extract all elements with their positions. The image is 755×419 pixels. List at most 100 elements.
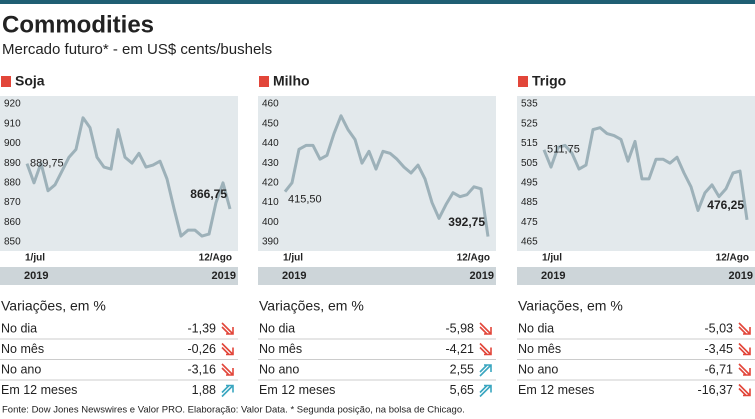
x-tick-label: 12/Ago <box>457 253 490 264</box>
row-label: No ano <box>518 362 558 376</box>
trend-arrow <box>738 383 751 397</box>
y-tick-label: 475 <box>521 217 538 228</box>
row-value: 1,88 <box>192 383 216 397</box>
y-tick-label: 485 <box>521 197 538 208</box>
subtitle: Mercado futuro* - em US$ cents/bushels <box>2 41 272 58</box>
row-value: -4,21 <box>446 342 475 356</box>
trend-arrow <box>479 322 492 335</box>
y-tick-label: 880 <box>4 177 21 188</box>
table-title: Variações, em % <box>518 298 623 314</box>
row-value: -0,26 <box>188 342 217 356</box>
x-tick-label: 12/Ago <box>199 253 232 264</box>
chart-title: Trigo <box>532 73 566 89</box>
y-tick-label: 460 <box>262 99 279 110</box>
table-title: Variações, em % <box>259 298 364 314</box>
top-rule <box>0 0 755 4</box>
row-label: No dia <box>518 321 554 335</box>
line-series <box>542 126 749 221</box>
y-tick-label: 535 <box>521 99 538 110</box>
title-marker <box>518 76 528 87</box>
row-label: No ano <box>259 362 299 376</box>
plot-area <box>0 96 238 251</box>
line-series <box>283 114 490 237</box>
trend-arrow <box>738 322 751 335</box>
y-tick-label: 870 <box>4 197 21 208</box>
trend-arrow <box>738 342 751 356</box>
trend-arrow <box>479 364 492 377</box>
data-label: 415,50 <box>288 194 322 206</box>
row-value: -6,71 <box>705 362 734 376</box>
table-title: Variações, em % <box>1 298 106 314</box>
y-tick-label: 450 <box>262 118 279 129</box>
y-tick-label: 515 <box>521 138 538 149</box>
data-label: 889,75 <box>30 158 64 170</box>
x-tick-label: 12/Ago <box>716 253 749 264</box>
row-value: 5,65 <box>450 383 474 397</box>
chart-title: Soja <box>15 73 45 89</box>
trend-arrow <box>738 363 751 376</box>
title: Commodities <box>2 11 154 38</box>
year-label: 2019 <box>24 270 48 282</box>
y-tick-label: 525 <box>521 118 538 129</box>
trend-arrow <box>221 363 234 376</box>
x-tick-label: 1/jul <box>25 253 45 264</box>
year-band <box>0 267 238 285</box>
plot-area <box>517 96 755 251</box>
trend-arrow <box>221 322 234 335</box>
row-label: No dia <box>259 321 295 335</box>
y-tick-label: 505 <box>521 158 538 169</box>
title-marker <box>1 76 11 87</box>
row-value: -3,16 <box>188 362 217 376</box>
trend-arrow <box>479 342 492 356</box>
row-label: No mês <box>259 342 302 356</box>
y-tick-label: 850 <box>4 237 21 248</box>
data-label: 866,75 <box>190 187 227 201</box>
row-value: -3,45 <box>705 342 734 356</box>
row-label: Em 12 meses <box>259 383 335 397</box>
data-label: 511,75 <box>547 144 580 156</box>
y-tick-label: 860 <box>4 217 21 228</box>
y-tick-label: 900 <box>4 138 21 149</box>
data-label: 476,25 <box>707 198 744 212</box>
y-tick-label: 400 <box>262 217 279 228</box>
footer: Fonte: Dow Jones Newswires e Valor PRO. … <box>2 405 465 416</box>
y-tick-label: 495 <box>521 177 538 188</box>
row-label: No dia <box>1 321 37 335</box>
row-value: -5,03 <box>705 321 734 335</box>
year-label: 2019 <box>470 270 494 282</box>
row-label: No ano <box>1 362 41 376</box>
row-label: Em 12 meses <box>1 383 77 397</box>
trend-arrow <box>221 384 234 398</box>
y-tick-label: 465 <box>521 237 538 248</box>
title-marker <box>259 76 269 87</box>
y-tick-label: 890 <box>4 158 21 169</box>
y-tick-label: 440 <box>262 138 279 149</box>
row-value: -5,98 <box>446 321 475 335</box>
plot-area <box>258 96 496 251</box>
chart-title: Milho <box>273 73 310 89</box>
trend-arrow <box>221 342 234 356</box>
year-label: 2019 <box>541 270 565 282</box>
row-label: No mês <box>518 342 561 356</box>
row-value: -16,37 <box>698 383 733 397</box>
y-tick-label: 420 <box>262 177 279 188</box>
row-label: Em 12 meses <box>518 383 594 397</box>
line-series <box>25 116 232 238</box>
year-label: 2019 <box>282 270 306 282</box>
year-label: 2019 <box>212 270 236 282</box>
x-tick-label: 1/jul <box>542 253 562 264</box>
data-label: 392,75 <box>448 215 485 229</box>
y-tick-label: 410 <box>262 197 279 208</box>
year-label: 2019 <box>729 270 753 282</box>
trend-arrow <box>479 384 492 398</box>
y-tick-label: 430 <box>262 158 279 169</box>
row-label: No mês <box>1 342 44 356</box>
year-band <box>517 267 755 285</box>
y-tick-label: 920 <box>4 99 21 110</box>
x-tick-label: 1/jul <box>283 253 303 264</box>
y-tick-label: 390 <box>262 237 279 248</box>
row-value: 2,55 <box>450 362 474 376</box>
y-tick-label: 910 <box>4 118 21 129</box>
row-value: -1,39 <box>188 321 217 335</box>
